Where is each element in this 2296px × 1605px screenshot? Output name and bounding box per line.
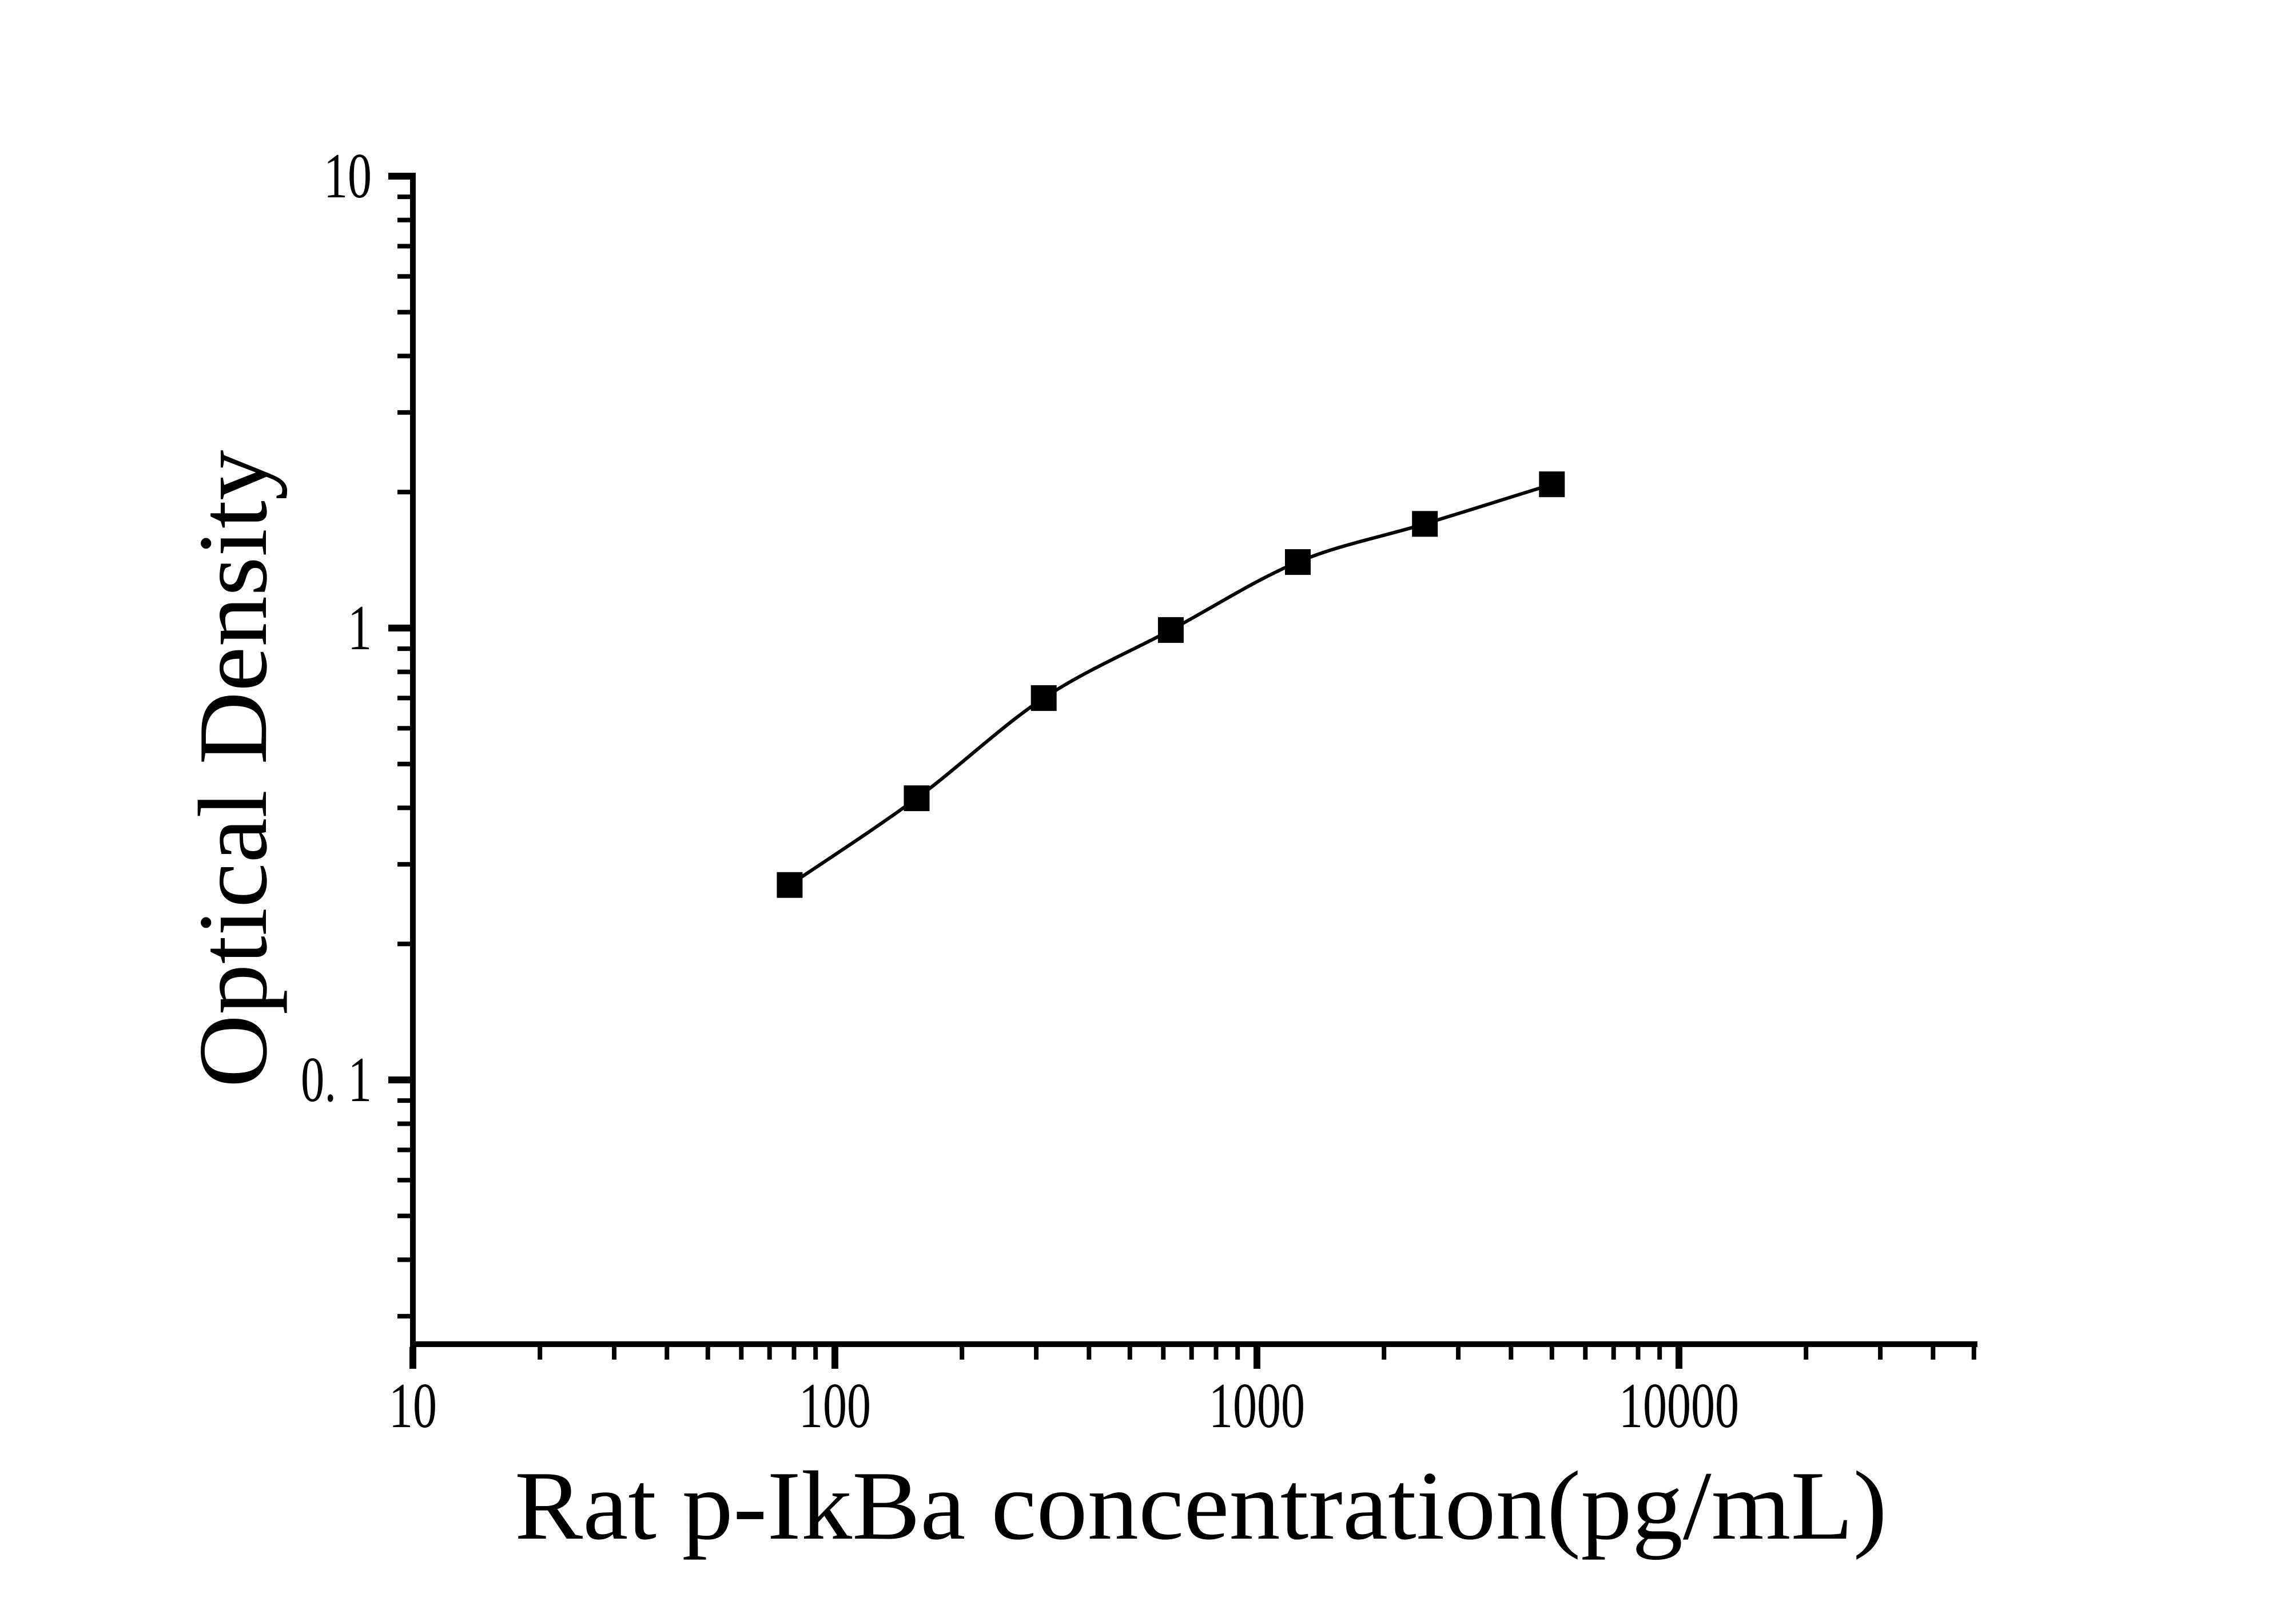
- y-axis-title: Optical Density: [179, 450, 288, 1088]
- y-tick-label: 0. 1: [301, 1044, 372, 1115]
- data-point-marker: [1157, 617, 1184, 643]
- data-point-marker: [1285, 549, 1311, 575]
- data-point-marker: [1539, 471, 1565, 498]
- axes: [388, 173, 1977, 1369]
- x-tick-label: 1000: [1209, 1370, 1305, 1441]
- x-tick-label: 10000: [1619, 1370, 1739, 1441]
- x-tick-label: 100: [799, 1370, 871, 1441]
- data-point-marker: [1412, 511, 1438, 537]
- y-tick-label: 10: [324, 141, 372, 212]
- series: [777, 471, 1565, 898]
- x-axis-title: Rat p-IkBa concentration(pg/mL): [515, 1452, 1887, 1560]
- data-point-marker: [777, 872, 803, 898]
- x-tick-label: 10: [389, 1370, 437, 1441]
- tick-labels: 10 100 1000 10000 10 1 0. 1: [301, 141, 1739, 1441]
- data-point-marker: [1030, 685, 1057, 711]
- standard-curve-line: [789, 482, 1553, 887]
- y-tick-label: 1: [348, 593, 372, 664]
- data-point-marker: [904, 785, 930, 812]
